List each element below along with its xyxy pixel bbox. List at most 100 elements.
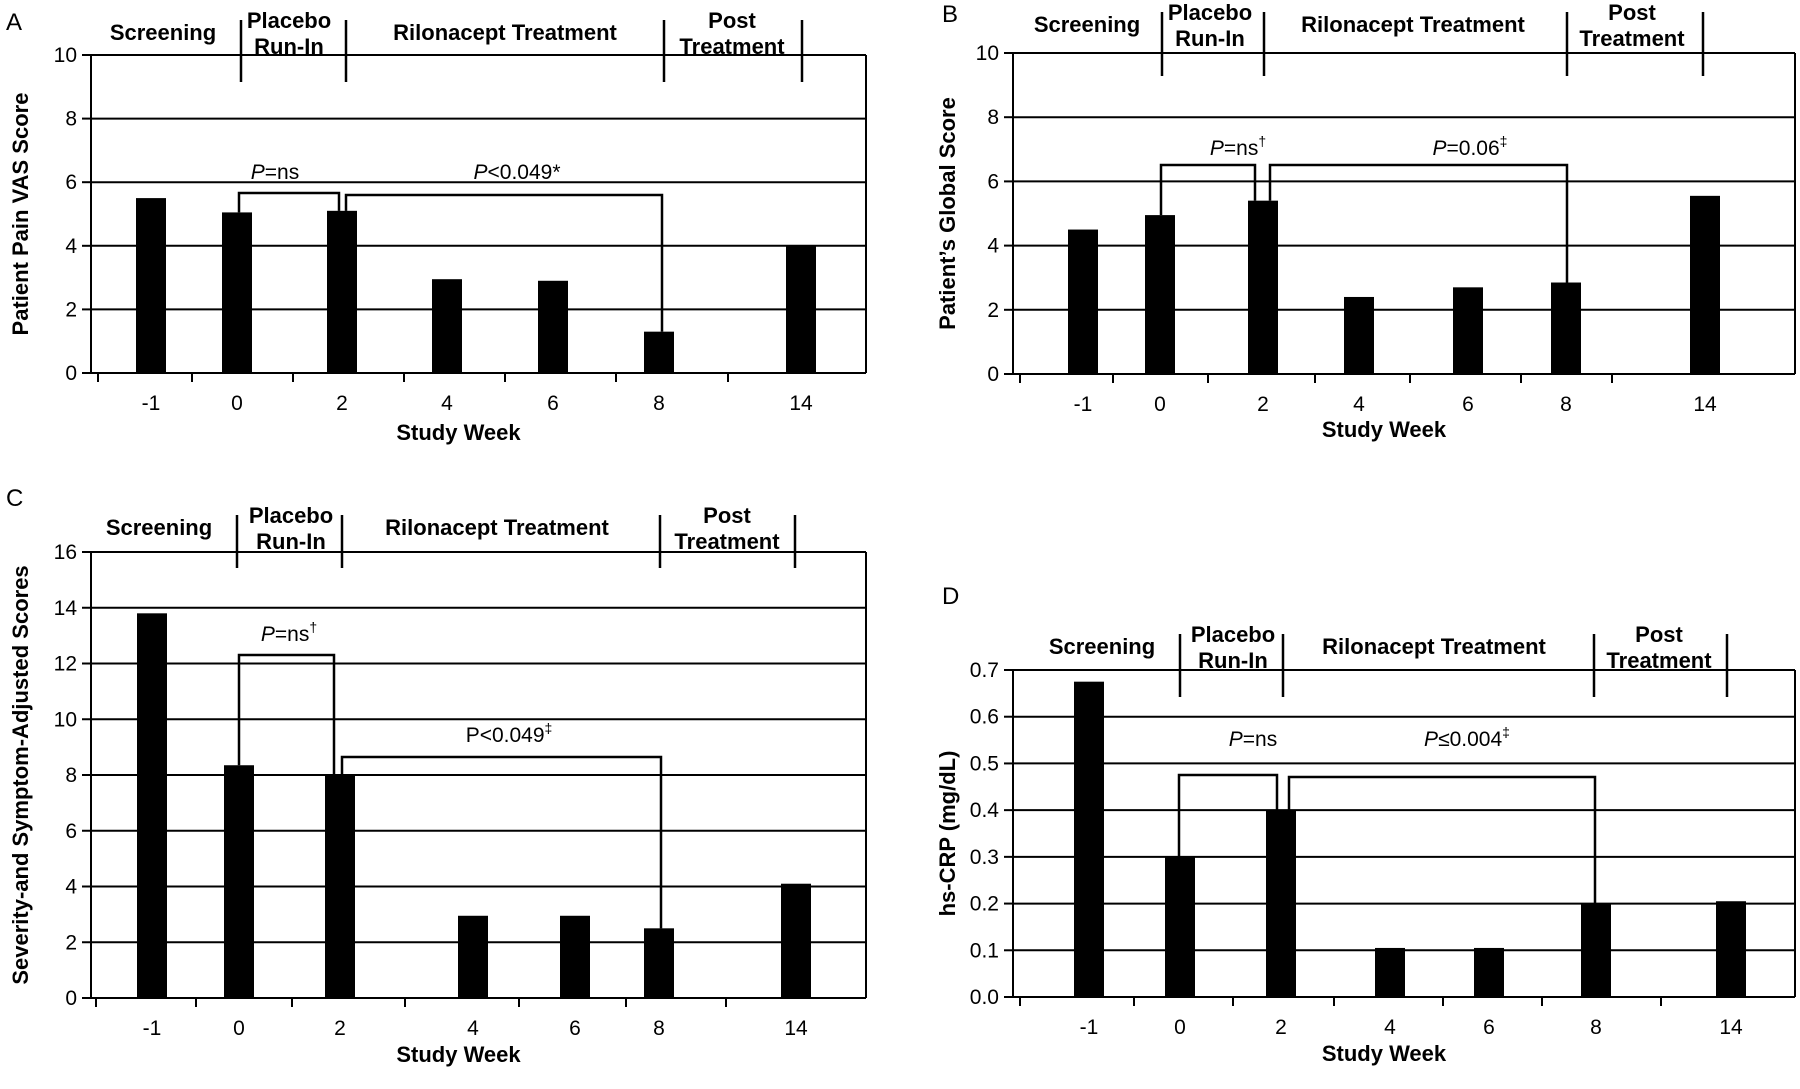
bar-week-0 (1165, 856, 1195, 997)
bar-week-4 (1375, 947, 1405, 997)
y-axis-label: Patient’s Global Score (935, 97, 960, 330)
phase-label: Treatment (1606, 648, 1712, 673)
x-axis-label: Study Week (1322, 417, 1447, 442)
x-tick-label: 4 (441, 392, 453, 415)
p-value-annotation: P=ns† (1210, 133, 1266, 160)
bar-week-8 (1581, 903, 1611, 997)
p-value-annotation: P≤0.004‡ (1424, 724, 1510, 751)
y-tick-label: 16 (54, 541, 77, 564)
y-axis-label: Severity-and Symptom-Adjusted Scores (8, 565, 33, 984)
phase-label: Placebo (1168, 0, 1252, 25)
panel-label: B (942, 1, 958, 28)
phase-label: Post (708, 8, 756, 33)
y-tick-label: 0.5 (970, 752, 999, 775)
bar-week-4 (458, 915, 488, 998)
y-tick-label: 2 (65, 298, 77, 321)
phase-label: Run-In (1198, 648, 1268, 673)
y-tick-label: 8 (65, 764, 77, 787)
phase-label: Rilonacept Treatment (393, 20, 617, 45)
x-tick-label: 0 (1154, 393, 1166, 416)
y-axis-label: Patient Pain VAS Score (8, 93, 33, 336)
y-tick-label: 0.3 (970, 846, 999, 869)
phase-label: Post (703, 503, 751, 528)
bar-week-14 (781, 883, 811, 998)
phase-label: Screening (1034, 12, 1140, 37)
phase-label: Treatment (674, 529, 780, 554)
y-tick-label: 12 (54, 653, 77, 676)
y-tick-label: 0 (987, 363, 999, 386)
chart-panel-a: A 0 2 4 6 8 10 -1 0 2 4 6 8 14 Study Week Patient Pain … (6, 8, 867, 445)
bar-week-14 (1690, 195, 1720, 374)
x-tick-label: 8 (1590, 1016, 1602, 1039)
panel-label: D (942, 583, 959, 610)
phase-label: Run-In (256, 529, 326, 554)
bar-week--1 (1074, 681, 1104, 997)
y-tick-label: 0 (65, 987, 77, 1010)
p-value-annotation: P=ns† (261, 619, 317, 646)
y-axis-label: hs-CRP (mg/dL) (935, 751, 960, 917)
y-tick-label: 10 (976, 42, 999, 65)
y-tick-label: 14 (54, 597, 78, 620)
phase-label: Post (1608, 0, 1656, 25)
panel-label: A (6, 9, 22, 36)
phase-label: Placebo (249, 503, 333, 528)
x-tick-label: 4 (467, 1017, 479, 1040)
x-tick-label: 2 (334, 1017, 346, 1040)
x-tick-label: 2 (1275, 1016, 1287, 1039)
bar-week--1 (137, 613, 167, 998)
significance-bracket (237, 191, 341, 213)
y-tick-label: 6 (65, 171, 77, 194)
y-tick-label: 4 (65, 876, 77, 899)
bar-week-2 (1266, 810, 1296, 997)
bar-week--1 (1068, 229, 1098, 374)
x-tick-label: -1 (142, 392, 161, 415)
bar-week-4 (432, 279, 462, 373)
x-tick-label: 6 (547, 392, 559, 415)
x-tick-label: 6 (569, 1017, 581, 1040)
p-value-annotation: P<0.049‡ (466, 720, 553, 747)
x-tick-label: 2 (336, 392, 348, 415)
x-tick-label: 0 (1174, 1016, 1186, 1039)
phase-label: Treatment (679, 34, 785, 59)
y-tick-label: 10 (54, 708, 77, 731)
phase-label: Post (1635, 622, 1683, 647)
p-value-annotation: P=ns (1229, 728, 1277, 751)
phase-label: Screening (1049, 634, 1155, 659)
x-tick-label: 14 (1693, 393, 1717, 416)
y-tick-label: 6 (987, 170, 999, 193)
x-axis-label: Study Week (396, 420, 521, 445)
bar-week-6 (538, 280, 568, 373)
bar-week-14 (786, 245, 816, 373)
x-tick-label: -1 (1074, 393, 1093, 416)
phase-label: Screening (106, 515, 212, 540)
bar-week-14 (1716, 901, 1746, 997)
y-tick-label: 0.6 (970, 706, 999, 729)
x-axis-label: Study Week (396, 1042, 521, 1067)
bar-week-8 (1551, 282, 1581, 374)
y-tick-label: 0.1 (970, 939, 999, 962)
bar-week-8 (644, 928, 674, 998)
bar-week-8 (644, 331, 674, 373)
chart-panel-c: C 0 2 4 6 8 10 12 14 16 -1 0 2 4 6 8 14 Study Week Severit… (6, 485, 867, 1067)
x-tick-label: 6 (1483, 1016, 1495, 1039)
y-tick-label: 10 (54, 44, 77, 67)
bar-week--1 (136, 198, 166, 373)
y-tick-label: 6 (65, 820, 77, 843)
x-tick-label: 6 (1462, 393, 1474, 416)
bar-week-6 (1453, 287, 1483, 374)
bar-week-6 (560, 915, 590, 998)
x-tick-label: 4 (1353, 393, 1365, 416)
significance-bracket (340, 755, 663, 929)
y-tick-label: 0.2 (970, 893, 999, 916)
x-tick-label: 0 (233, 1017, 245, 1040)
y-tick-label: 8 (987, 106, 999, 129)
phase-label: Run-In (254, 34, 324, 59)
x-tick-label: -1 (1080, 1016, 1099, 1039)
x-tick-label: 0 (231, 392, 243, 415)
bar-week-2 (325, 775, 355, 998)
x-tick-label: 8 (1560, 393, 1572, 416)
y-tick-label: 4 (65, 235, 77, 258)
phase-label: Placebo (1191, 622, 1275, 647)
x-tick-label: 8 (653, 392, 665, 415)
